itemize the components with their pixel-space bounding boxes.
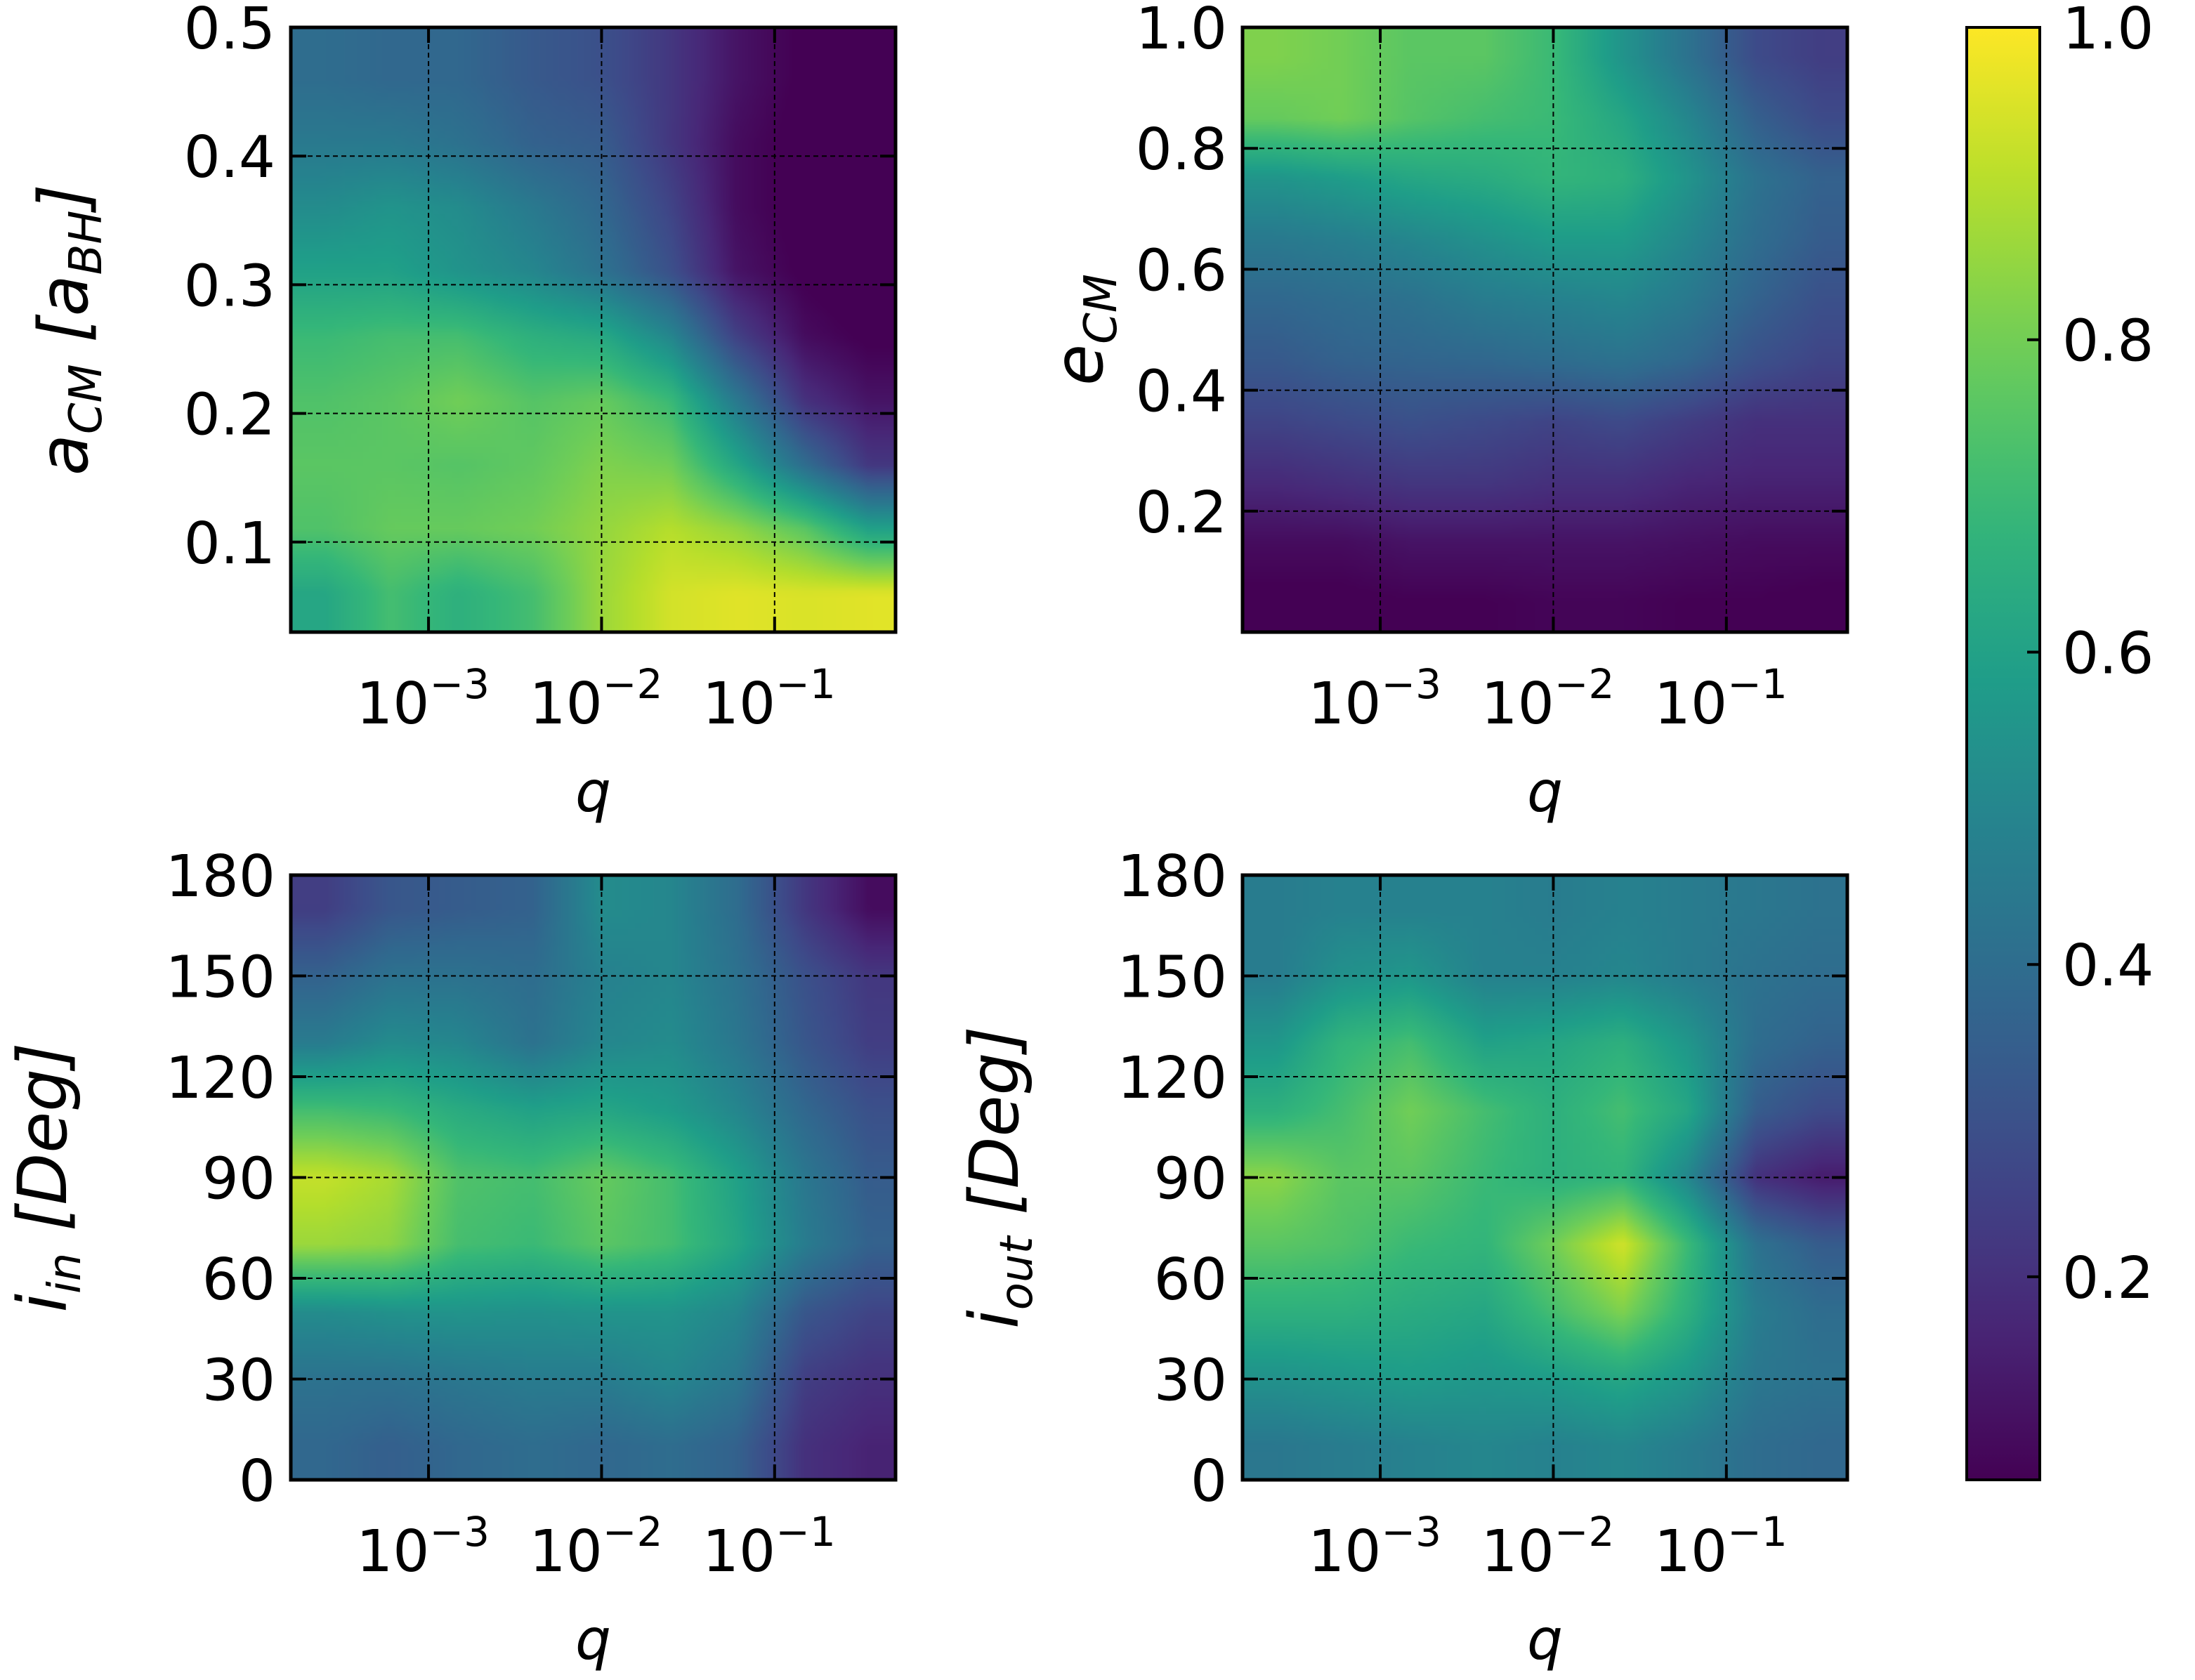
y-tick-label: 150 (165, 945, 275, 1011)
colorbar: 0.2 0.4 0.6 0.8 1.0 (1965, 0, 2154, 1481)
colorbar-fill (1967, 27, 2040, 1480)
y-tick-label: 0.2 (184, 382, 275, 449)
x-tick-label: 10−3 (356, 660, 490, 737)
y-tick-label: 1.0 (1136, 0, 1227, 63)
x-tick-label: 10−3 (356, 1508, 490, 1585)
y-axis-label: eCM (1040, 274, 1127, 386)
x-axis-label: q (575, 1607, 611, 1672)
colorbar-tick-label: 0.2 (2062, 1245, 2154, 1312)
y-tick-label: 0.6 (1136, 237, 1227, 304)
x-axis-label: q (1527, 1607, 1563, 1672)
heatmap-iin (291, 875, 896, 1480)
colorbar-frame (1965, 26, 2041, 1481)
y-tick-label: 30 (1154, 1348, 1227, 1415)
x-tick-label: 10−1 (702, 660, 836, 737)
x-axis-label: q (575, 759, 611, 825)
y-tick-label: 120 (165, 1045, 275, 1112)
colorbar-tick-label: 0.8 (2062, 308, 2154, 375)
y-axis-label: iin [Deg] (4, 1042, 91, 1312)
x-axis-label: q (1527, 759, 1563, 825)
x-tick-label: 10−3 (1308, 1508, 1441, 1585)
y-tick-label: 0.4 (184, 124, 275, 191)
y-tick-label: 60 (1154, 1247, 1227, 1313)
x-tick-label: 10−3 (1308, 660, 1441, 737)
y-axis-label: aCM [aBH] (25, 184, 112, 475)
x-tick-label: 10−1 (1654, 660, 1788, 737)
y-tick-label: 0 (1191, 1448, 1227, 1515)
x-tick-label: 10−2 (530, 660, 663, 737)
y-tick-label: 0 (239, 1448, 275, 1515)
colorbar-tick-label: 0.6 (2062, 620, 2154, 687)
y-tick-label: 0.4 (1136, 359, 1227, 426)
panel-acm: 10−3 10−2 10−1 0.1 0.2 0.3 0.4 0.5 q aCM [aBH] (25, 0, 898, 825)
heatmap-iout (1243, 875, 1847, 1480)
y-tick-label: 180 (1117, 844, 1227, 910)
panel-ecm: 10−3 10−2 10−1 0.2 0.4 0.6 0.8 1.0 q eCM (1040, 0, 1849, 825)
y-tick-label: 90 (1154, 1146, 1227, 1213)
y-tick-label: 0.3 (184, 253, 275, 320)
x-tick-label: 10−2 (530, 1508, 663, 1585)
x-tick-label: 10−2 (1481, 1508, 1615, 1585)
heatmap-ecm (1243, 27, 1847, 632)
y-tick-label: 30 (202, 1348, 275, 1415)
x-tick-label: 10−1 (702, 1508, 836, 1585)
y-tick-label: 180 (165, 844, 275, 910)
heatmap-acm (291, 27, 896, 632)
y-tick-label: 90 (202, 1146, 275, 1213)
y-tick-label: 0.5 (184, 0, 275, 63)
colorbar-tick-label: 1.0 (2062, 0, 2154, 63)
axes-frame (289, 25, 898, 634)
y-tick-label: 0.2 (1136, 480, 1227, 546)
panel-iout: 10−3 10−2 10−1 0 30 60 90 120 150 180 q iout [Deg] (955, 844, 1849, 1672)
panel-iin: 10−3 10−2 10−1 0 30 60 90 120 150 180 q iin [Deg] (4, 844, 898, 1672)
y-tick-label: 60 (202, 1247, 275, 1313)
x-tick-label: 10−1 (1654, 1508, 1788, 1585)
colorbar-tick-label: 0.4 (2062, 933, 2154, 999)
y-tick-label: 120 (1117, 1045, 1227, 1112)
x-tick-label: 10−2 (1481, 660, 1615, 737)
y-axis-label: iout [Deg] (955, 1026, 1043, 1329)
y-tick-label: 0.1 (184, 511, 275, 577)
axes-frame (1240, 25, 1849, 634)
y-tick-label: 150 (1117, 945, 1227, 1011)
y-tick-label: 0.8 (1136, 117, 1227, 183)
